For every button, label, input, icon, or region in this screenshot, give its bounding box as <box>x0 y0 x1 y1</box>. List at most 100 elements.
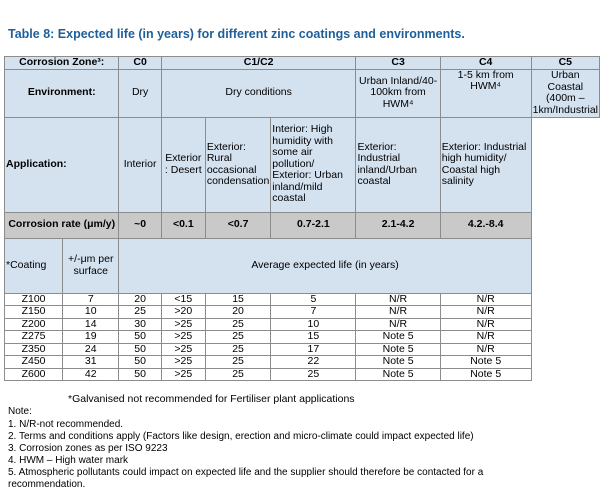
cell-c4: N/R <box>355 292 441 306</box>
cell-c0: 50 <box>118 342 162 356</box>
cell-c5: N/R <box>439 317 532 331</box>
note-line: 2. Terms and conditions apply (Factors l… <box>8 431 474 442</box>
table-row: Z600 42 50 >25 25 25 Note 5 Note 5 <box>3 367 600 381</box>
rate-c0: ~0 <box>118 211 162 239</box>
cell-rural: 25 <box>204 342 272 356</box>
zone-c5: C5 <box>530 56 600 70</box>
cell-tol: 19 <box>62 330 120 344</box>
cell-c5: Note 5 <box>439 355 532 369</box>
cell-tol: 24 <box>62 342 120 356</box>
cell-rural: 25 <box>204 317 272 331</box>
cell-coating: Z150 <box>3 305 64 319</box>
zone-label: Corrosion Zone³: <box>3 56 120 70</box>
cell-c3: 22 <box>270 355 357 369</box>
table-row: Z450 31 50 >25 25 22 Note 5 Note 5 <box>3 355 600 369</box>
cell-c0: 25 <box>118 305 162 319</box>
table-row: Z100 7 20 <15 15 5 N/R N/R <box>3 292 600 306</box>
cell-tol: 10 <box>62 305 120 319</box>
cell-desert: >25 <box>160 355 206 369</box>
cell-coating: Z275 <box>3 330 64 344</box>
env-c3: Urban Inland/40-100km from HWM⁴ <box>355 68 441 118</box>
cell-c4: Note 5 <box>355 342 441 356</box>
cell-c4: N/R <box>355 305 441 319</box>
cell-c3: 25 <box>270 367 357 381</box>
cell-desert: >20 <box>160 305 206 319</box>
note-line: recommendation. <box>8 479 86 490</box>
note-line: 1. N/R-not recommended. <box>8 419 124 430</box>
cell-c5: N/R <box>439 330 532 344</box>
cell-coating: Z600 <box>3 367 64 381</box>
cell-c3: 17 <box>270 342 357 356</box>
cell-c4: Note 5 <box>355 330 441 344</box>
cell-coating: Z450 <box>3 355 64 369</box>
rate-c3: 0.7-2.1 <box>270 211 357 239</box>
cell-desert: <15 <box>160 292 206 306</box>
cell-c3: 7 <box>270 305 357 319</box>
app-c3: Interior: High humidity with some air po… <box>270 116 357 213</box>
note-line: 3. Corrosion zones as per ISO 9223 <box>8 443 168 454</box>
env-c1c2: Dry conditions <box>160 68 357 118</box>
cell-c5: Note 5 <box>439 367 532 381</box>
cell-rural: 20 <box>204 305 272 319</box>
rate-c5: 4.2.-8.4 <box>439 211 532 239</box>
env-c4: 1-5 km from HWM⁴ <box>439 68 532 118</box>
cell-c0: 50 <box>118 355 162 369</box>
cell-desert: >25 <box>160 330 206 344</box>
table-row: Z200 14 30 >25 25 10 N/R N/R <box>3 317 600 331</box>
cell-desert: >25 <box>160 367 206 381</box>
tolerance-label: +/-μm per surface <box>62 237 120 294</box>
cell-c4: N/R <box>355 317 441 331</box>
cell-c5: N/R <box>439 305 532 319</box>
fertiliser-caption: *Galvanised not recommended for Fertilis… <box>68 393 355 405</box>
note-line: 5. Atmospheric pollutants could impact o… <box>8 467 484 478</box>
rate-rural: <0.7 <box>204 211 272 239</box>
environment-label: Environment: <box>3 68 120 118</box>
zone-c1c2: C1/C2 <box>160 56 357 70</box>
table-title: Table 8: Expected life (in years) for di… <box>8 27 465 41</box>
cell-c3: 10 <box>270 317 357 331</box>
zone-c0: C0 <box>118 56 162 70</box>
zone-c3: C3 <box>355 56 441 70</box>
app-c0: Interior <box>118 116 162 213</box>
application-row: Application: Interior Exterior : Desert … <box>3 116 600 213</box>
app-c5: Exterior: Industrial high humidity/ Coas… <box>439 116 532 213</box>
average-life-label: Average expected life (in years) <box>118 237 532 294</box>
corrosion-rate-row: Corrosion rate (μm/y) ~0 <0.1 <0.7 0.7-2… <box>3 211 600 239</box>
cell-c4: Note 5 <box>355 355 441 369</box>
cell-tol: 7 <box>62 292 120 306</box>
zinc-coating-table: Corrosion Zone³: C0 C1/C2 C3 C4 C5 Envir… <box>3 56 600 381</box>
corrosion-rate-label: Corrosion rate (μm/y) <box>3 211 120 239</box>
cell-c4: Note 5 <box>355 367 441 381</box>
cell-rural: 25 <box>204 367 272 381</box>
cell-tol: 14 <box>62 317 120 331</box>
application-label: Application: <box>3 116 120 213</box>
cell-c5: N/R <box>439 342 532 356</box>
cell-c0: 50 <box>118 367 162 381</box>
cell-coating: Z200 <box>3 317 64 331</box>
app-desert: Exterior : Desert <box>160 116 206 213</box>
zone-row: Corrosion Zone³: C0 C1/C2 C3 C4 C5 <box>3 56 600 70</box>
zone-c4: C4 <box>439 56 532 70</box>
table-row: Z150 10 25 >20 20 7 N/R N/R <box>3 305 600 319</box>
note-line: 4. HWM – High water mark <box>8 455 129 466</box>
table-row: Z275 19 50 >25 25 15 Note 5 N/R <box>3 330 600 344</box>
cell-coating: Z350 <box>3 342 64 356</box>
coating-rows: Z100 7 20 <15 15 5 N/R N/R Z150 10 25 >20 20 7 N/R N/R Z… <box>3 292 600 381</box>
env-c5: Urban Coastal (400m – 1km/Industrial <box>530 68 600 118</box>
cell-c0: 20 <box>118 292 162 306</box>
cell-rural: 25 <box>204 330 272 344</box>
cell-c3: 15 <box>270 330 357 344</box>
rate-c4: 2.1-4.2 <box>355 211 441 239</box>
notes-heading: Note: <box>8 406 32 417</box>
cell-desert: >25 <box>160 317 206 331</box>
cell-c5: N/R <box>439 292 532 306</box>
cell-desert: >25 <box>160 342 206 356</box>
env-c0: Dry <box>118 68 162 118</box>
cell-c0: 30 <box>118 317 162 331</box>
coating-label: *Coating <box>3 237 64 294</box>
rate-desert: <0.1 <box>160 211 206 239</box>
cell-rural: 25 <box>204 355 272 369</box>
cell-c0: 50 <box>118 330 162 344</box>
cell-tol: 31 <box>62 355 120 369</box>
cell-coating: Z100 <box>3 292 64 306</box>
